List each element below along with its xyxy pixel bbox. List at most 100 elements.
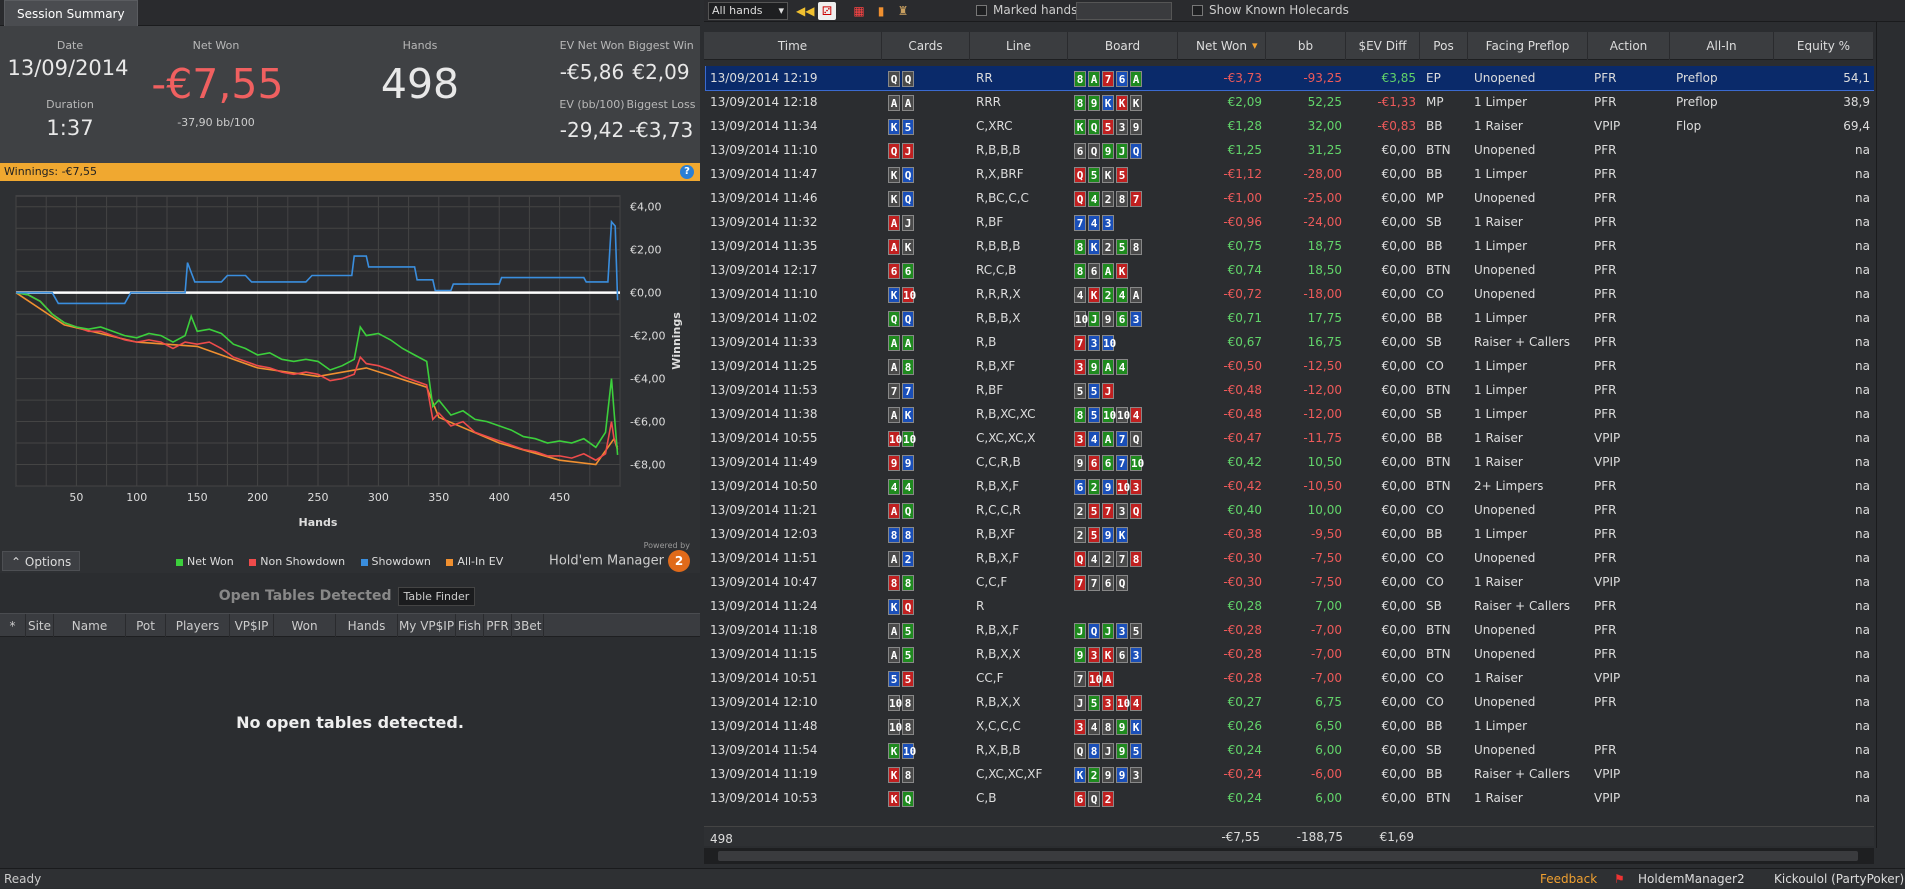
open-tables-col-my-vp-ip[interactable]: My VP$IP (398, 614, 456, 638)
open-tables-col--[interactable]: * (0, 614, 26, 638)
hands-label: Hands (402, 39, 438, 52)
hm2-status[interactable]: HoldemManager2 (1638, 872, 1745, 886)
cell-net-won: -€1,12 (1223, 167, 1262, 181)
hand-row[interactable]: 13/09/2014 11:25 A 8 R,B,XF 3 9 A 4 -€0,50 -12,50… (706, 354, 1874, 378)
col-header-time[interactable]: Time (704, 32, 882, 60)
playing-card: 8 (1074, 238, 1086, 255)
hand-row[interactable]: 13/09/2014 10:50 4 4 R,B,X,F 6 2 9 10 3 -€0,42 -10… (706, 474, 1874, 498)
tab-session-summary[interactable]: Session Summary (4, 0, 138, 26)
cell-ev-diff: €0,00 (1381, 431, 1416, 445)
hand-row[interactable]: 13/09/2014 10:47 8 8 C,C,F 7 7 6 Q -€0,30 -7,50 €0… (706, 570, 1874, 594)
bar-chart-icon[interactable]: ▮ (877, 4, 885, 18)
options-button[interactable]: ⌃ Options (2, 551, 81, 571)
hand-row[interactable]: 13/09/2014 12:18 A A RRR 8 9 K K K €2,09 52,25 -€1,… (706, 90, 1874, 114)
col-header-equity-[interactable]: Equity % (1774, 32, 1874, 60)
hand-row[interactable]: 13/09/2014 11:35 A K R,B,B,B 8 K 2 5 8 €0,75 18,75… (706, 234, 1874, 258)
hand-row[interactable]: 13/09/2014 11:32 A J R,BF 7 4 3 -€0,96 -24,00 €0,… (706, 210, 1874, 234)
col-header-action[interactable]: Action (1588, 32, 1670, 60)
cell-line: R,BF (976, 215, 1004, 229)
date-label: Date (56, 39, 84, 52)
open-tables-col-3bet[interactable]: 3Bet (512, 614, 544, 638)
cell-all-in (1676, 186, 1770, 210)
col-header-all-in[interactable]: All-In (1670, 32, 1774, 60)
hand-row[interactable]: 13/09/2014 10:53 K Q C,B 6 Q 2 €0,24 6,00 €0,00 BT… (706, 786, 1874, 810)
hand-row[interactable]: 13/09/2014 11:34 K 5 C,XRC K Q 5 3 9 €1,28 32,00 -€… (706, 114, 1874, 138)
playing-card: J (902, 214, 914, 231)
hand-row[interactable]: 13/09/2014 12:19 Q Q RR 8 A 7 6 A -€3,73 -93,25 €3,… (705, 66, 1874, 91)
hand-row[interactable]: 13/09/2014 11:19 K 8 C,XC,XC,XF K 2 9 9 3 -€0,24-… (706, 762, 1874, 786)
cell-time: 13/09/2014 11:54 (710, 743, 818, 757)
hand-row[interactable]: 13/09/2014 11:02 Q Q R,B,B,X 10 J 9 6 3 €0,71 17,7… (706, 306, 1874, 330)
table-finder-button[interactable]: Table Finder (397, 587, 476, 606)
playing-card: K (888, 790, 900, 807)
show-known-holecards-checkbox[interactable] (1192, 5, 1203, 16)
hand-row[interactable]: 13/09/2014 11:38 A K R,B,XC,XC 8 5 1010 4 -€0,48… (706, 402, 1874, 426)
feedback-link[interactable]: Feedback (1540, 872, 1598, 886)
hand-filter-value: All hands (712, 4, 763, 17)
x-tick-label: 50 (69, 491, 83, 504)
open-tables-col-fish[interactable]: Fish (456, 614, 484, 638)
cell-cards: K 10 (888, 738, 966, 762)
col-header-cards[interactable]: Cards (882, 32, 970, 60)
hand-row[interactable]: 13/09/2014 11:54 K 10 R,X,B,B Q 8 J 9 5 €0,24 6,00… (706, 738, 1874, 762)
user-status[interactable]: Kickoulol (PartyPoker) (1774, 872, 1905, 886)
cell-line: RR (976, 71, 993, 85)
col-header-pos[interactable]: Pos (1420, 32, 1468, 60)
hand-row[interactable]: 13/09/2014 11:49 9 9 C,C,R,B 9 6 6 7 10 €0,42 10,5… (706, 450, 1874, 474)
hand-row[interactable]: 13/09/2014 11:15 A 5 R,B,X,X 9 3 K 6 3 -€0,28 -7,0… (706, 642, 1874, 666)
playing-card: Q (1074, 550, 1086, 567)
open-tables-col-name[interactable]: Name (54, 614, 126, 638)
vertical-scrollbar[interactable] (1876, 22, 1905, 848)
playing-card: 6 (1116, 310, 1128, 327)
hand-row[interactable]: 13/09/2014 11:51 A 2 R,B,X,F Q 4 2 7 8 -€0,30 -7,5… (706, 546, 1874, 570)
hand-filter-select[interactable]: All hands ▾ (708, 2, 788, 20)
hand-row[interactable]: 13/09/2014 11:46 K Q R,BC,C,C Q 4 2 8 7 -€1,00 -25… (706, 186, 1874, 210)
hand-row[interactable]: 13/09/2014 12:10 10 8 R,B,X,X J 5 3 10 4 €0,27 6,7… (706, 690, 1874, 714)
col-header--ev-diff[interactable]: $EV Diff (1346, 32, 1420, 60)
hand-row[interactable]: 13/09/2014 11:21 A Q R,C,C,R 2 5 7 3 Q €0,40 10,00… (706, 498, 1874, 522)
playing-card: K (1116, 526, 1128, 543)
marked-hands-combo[interactable] (1076, 2, 1172, 20)
grid-icon[interactable]: ▦ (853, 4, 865, 18)
playing-card: J (1102, 622, 1114, 639)
trophy-icon[interactable]: ♜ (897, 4, 909, 18)
hand-row[interactable]: 13/09/2014 12:17 6 6 RC,C,B 8 6 A K €0,74 18,50 €0… (706, 258, 1874, 282)
open-tables-col-players[interactable]: Players (166, 614, 230, 638)
cell-equity: na (1855, 791, 1870, 805)
playing-card: 8 (1074, 262, 1086, 279)
hands-table-totals: 498 -€7,55 -188,75 €1,69 (704, 826, 1874, 846)
col-header-line[interactable]: Line (970, 32, 1068, 60)
col-header-facing-preflop[interactable]: Facing Preflop (1468, 32, 1588, 60)
cell-action: VPIP (1594, 671, 1621, 685)
horizontal-scrollbar[interactable] (704, 848, 1874, 864)
cell-all-in (1676, 618, 1770, 642)
open-tables-col-pfr[interactable]: PFR (484, 614, 512, 638)
hand-row[interactable]: 13/09/2014 11:24 K Q R €0,28 7,00 €0,00 SB Raise… (706, 594, 1874, 618)
hand-row[interactable]: 13/09/2014 12:03 8 8 R,B,XF 2 5 9 K -€0,38 -9,50 €… (706, 522, 1874, 546)
open-tables-col-won[interactable]: Won (274, 614, 336, 638)
open-tables-col-vp-ip[interactable]: VP$IP (230, 614, 274, 638)
hand-row[interactable]: 13/09/2014 11:47 K Q R,X,BRF Q 5 K 5 -€1,12 -28,0… (706, 162, 1874, 186)
playing-card: 8 (1074, 70, 1086, 87)
hand-row[interactable]: 13/09/2014 11:53 7 7 R,BF 5 5 J -€0,48 -12,00 €0,… (706, 378, 1874, 402)
dice-icon[interactable]: ⚂ (818, 2, 836, 20)
help-icon[interactable]: ? (680, 165, 694, 179)
marked-hands-checkbox[interactable] (976, 5, 987, 16)
hand-row[interactable]: 13/09/2014 10:51 5 5 CC,F 7 10 A -€0,28 -7,00 €0,… (706, 666, 1874, 690)
hand-row[interactable]: 13/09/2014 11:33 A A R,B 7 3 10 €0,67 16,75 €0,00… (706, 330, 1874, 354)
hand-row[interactable]: 13/09/2014 11:48 10 8 X,C,C,C 3 4 8 9 K €0,26 6,50… (706, 714, 1874, 738)
col-header-board[interactable]: Board (1068, 32, 1178, 60)
hand-row[interactable]: 13/09/2014 11:10 K 10 R,R,R,X 4 K 2 4 A -€0,72 -18… (706, 282, 1874, 306)
horizontal-scroll-thumb[interactable] (718, 851, 1858, 861)
hand-row[interactable]: 13/09/2014 11:10 Q J R,B,B,B 6 Q 9 J Q €1,25 31,25… (706, 138, 1874, 162)
hand-row[interactable]: 13/09/2014 10:55 1010 C,XC,XC,X 3 4 A 7 Q -€0,47… (706, 426, 1874, 450)
hand-row[interactable]: 13/09/2014 11:18 A 5 R,B,X,F J Q J 3 5 -€0,28 -7,0… (706, 618, 1874, 642)
rewind-icon[interactable]: ◀◀ (796, 4, 815, 18)
open-tables-col-pot[interactable]: Pot (126, 614, 166, 638)
open-tables-col-hands[interactable]: Hands (336, 614, 398, 638)
col-header-net-won[interactable]: Net Won (1178, 32, 1266, 60)
playing-card: 10 (1116, 406, 1131, 423)
open-tables-col-site[interactable]: Site (26, 614, 54, 638)
col-header-bb[interactable]: bb (1266, 32, 1346, 60)
